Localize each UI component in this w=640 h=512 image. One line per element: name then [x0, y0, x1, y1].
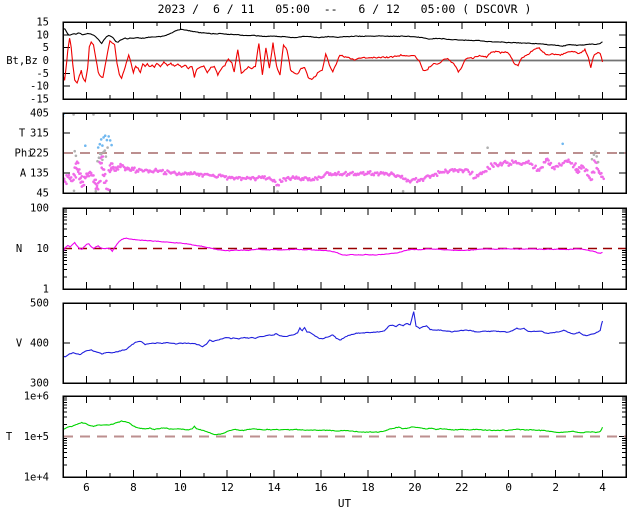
svg-text:225: 225 [30, 148, 49, 160]
svg-text:20: 20 [408, 481, 421, 494]
series-Bt [63, 27, 603, 47]
svg-text:A: A [20, 168, 27, 180]
svg-text:400: 400 [30, 338, 49, 350]
panel-angles: 45 135 225 315 405 T Phi A [15, 108, 627, 200]
svg-text:315: 315 [30, 128, 49, 140]
svg-text:22: 22 [455, 481, 468, 494]
panel-density: 1 10 100 N [16, 203, 627, 296]
panel-temperature: 1e+4 1e+5 1e+6 T [6, 391, 627, 484]
svg-text:2: 2 [552, 481, 559, 494]
svg-text:0: 0 [43, 55, 49, 67]
svg-text:N: N [16, 243, 22, 255]
svg-text:5: 5 [43, 42, 49, 54]
svg-text:Bt,Bz: Bt,Bz [6, 55, 38, 67]
svg-text:100: 100 [30, 203, 49, 215]
svg-text:18: 18 [361, 481, 374, 494]
svg-text:UT: UT [338, 497, 352, 510]
series-Bz [63, 38, 604, 84]
svg-text:8: 8 [130, 481, 137, 494]
svg-text:12: 12 [221, 481, 234, 494]
svg-text:1e+5: 1e+5 [24, 431, 49, 443]
svg-text:1: 1 [43, 284, 49, 296]
svg-text:V: V [16, 338, 23, 350]
series-V [63, 311, 604, 358]
svg-text:Phi: Phi [15, 148, 34, 160]
svg-text:300: 300 [30, 378, 49, 390]
svg-text:135: 135 [30, 168, 49, 180]
svg-text:16: 16 [314, 481, 327, 494]
svg-text:405: 405 [30, 108, 49, 120]
svg-text:10: 10 [174, 481, 187, 494]
svg-text:0: 0 [505, 481, 512, 494]
panel-speed: 300 400 500 V [16, 298, 627, 390]
svg-text:500: 500 [30, 298, 49, 310]
plot-title: 2023 / 6 / 11 05:00 -- 6 / 12 05:00 ( DS… [157, 2, 532, 16]
svg-text:1e+6: 1e+6 [24, 391, 49, 403]
dots-phi [63, 155, 605, 192]
svg-text:6: 6 [83, 481, 90, 494]
svg-text:-10: -10 [30, 81, 49, 93]
svg-text:10: 10 [36, 29, 49, 41]
svg-text:1e+4: 1e+4 [24, 472, 49, 484]
svg-text:T: T [19, 128, 26, 140]
svg-text:-5: -5 [36, 68, 49, 80]
svg-text:14: 14 [268, 481, 282, 494]
svg-text:15: 15 [36, 17, 49, 29]
dots-secondary-blue [63, 113, 564, 149]
dots-secondary-gray [72, 113, 600, 193]
x-axis-labels: 6 8 10 12 14 16 18 20 22 0 2 4 UT [83, 481, 606, 510]
svg-text:45: 45 [36, 188, 49, 200]
svg-text:10: 10 [36, 243, 49, 255]
svg-text:T: T [6, 431, 13, 443]
series-T [63, 420, 604, 436]
svg-text:-15: -15 [30, 94, 49, 106]
series-N [63, 237, 603, 256]
svg-text:4: 4 [599, 481, 606, 494]
